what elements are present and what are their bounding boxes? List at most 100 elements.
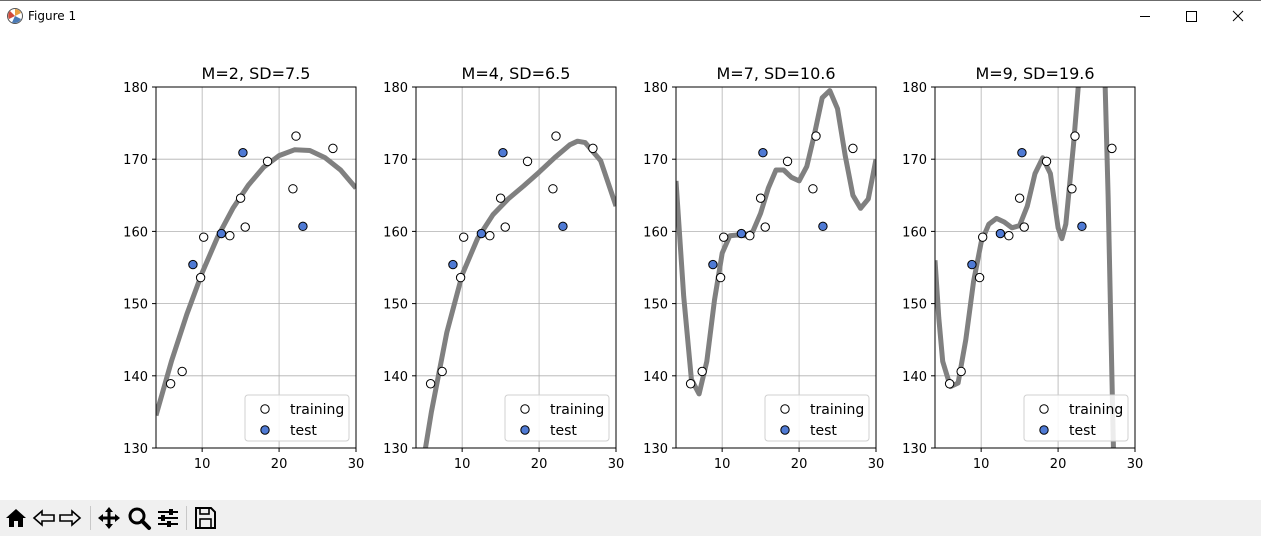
training-point <box>718 232 729 242</box>
test-point <box>238 148 248 158</box>
training-point <box>455 272 466 283</box>
training-point <box>165 379 176 389</box>
y-tick-label: 170 <box>902 153 927 168</box>
pan-icon[interactable] <box>95 504 123 532</box>
legend-box <box>504 394 610 442</box>
title-bar: Figure 1 <box>0 0 1261 31</box>
x-tick-label: 20 <box>531 457 548 472</box>
legend-marker-test <box>520 425 530 435</box>
training-point <box>437 366 447 377</box>
legend-box <box>1023 394 1129 442</box>
test-point <box>476 228 487 239</box>
minimize-button[interactable] <box>1122 1 1168 31</box>
x-tick-label: 10 <box>454 457 471 472</box>
y-tick-label: 130 <box>123 442 148 457</box>
y-tick-label: 160 <box>902 225 927 240</box>
y-tick-label: 180 <box>383 81 408 96</box>
back-arrow-icon[interactable] <box>30 504 58 532</box>
training-point <box>715 272 726 283</box>
save-icon[interactable] <box>191 504 219 532</box>
training-point <box>485 231 495 241</box>
training-point <box>1019 222 1029 232</box>
training-point <box>1067 184 1077 194</box>
training-point <box>328 143 338 154</box>
navigation-toolbar <box>0 500 1261 536</box>
subplot-2: 130 140 150 160 170 180 10 20 30 M=4, SD=6.5 train… <box>383 64 624 472</box>
training-point <box>755 193 766 203</box>
legend-label-training: training <box>550 402 604 418</box>
x-tick-label: 10 <box>194 457 211 472</box>
training-point <box>974 272 985 283</box>
test-point <box>298 221 308 232</box>
training-point <box>548 184 558 194</box>
legend-marker-training <box>260 404 270 414</box>
training-point <box>262 156 273 167</box>
test-point <box>188 259 198 270</box>
legend-marker-training <box>1039 404 1049 414</box>
training-point <box>808 184 818 194</box>
training-point <box>1041 156 1052 167</box>
x-tick-label: 20 <box>271 457 288 472</box>
y-tick-label: 150 <box>902 298 927 313</box>
x-tick-label: 30 <box>868 457 885 472</box>
legend-label-test: test <box>1069 423 1096 439</box>
training-point <box>495 193 506 203</box>
training-point <box>1014 193 1025 203</box>
fit-curve <box>156 147 356 417</box>
x-tick-label: 10 <box>714 457 731 472</box>
training-point <box>240 222 250 232</box>
test-point <box>448 259 458 270</box>
training-point <box>288 184 298 194</box>
training-point <box>697 366 707 377</box>
test-point <box>1077 221 1087 232</box>
window-title: Figure 1 <box>28 9 77 23</box>
zoom-icon[interactable] <box>125 504 153 532</box>
test-point <box>758 148 768 158</box>
legend-marker-test <box>260 425 270 435</box>
test-point <box>498 148 508 158</box>
training-point <box>198 232 209 242</box>
y-tick-label: 150 <box>383 298 408 313</box>
training-point <box>195 272 206 283</box>
y-tick-label: 160 <box>123 225 148 240</box>
training-point <box>811 131 821 141</box>
legend-marker-training <box>520 404 530 414</box>
y-tick-label: 130 <box>383 442 408 457</box>
legend-label-training: training <box>1069 402 1123 418</box>
training-point <box>235 193 246 203</box>
test-point <box>995 228 1006 239</box>
home-icon[interactable] <box>2 504 30 532</box>
toolbar-separator <box>90 506 91 530</box>
test-point <box>818 221 828 232</box>
legend-label-test: test <box>290 423 317 439</box>
subplot-1: 130 140 150 160 170 180 10 20 30 M=2, SD=7.5 train… <box>123 64 364 472</box>
x-tick-label: 30 <box>1127 457 1144 472</box>
training-point <box>551 131 561 141</box>
x-tick-label: 30 <box>348 457 365 472</box>
fit-curve <box>422 138 616 448</box>
figure-canvas: 130 140 150 160 170 180 10 20 30 M=2, SD=7.5 train… <box>123 64 1144 472</box>
configure-subplots-icon[interactable] <box>154 504 182 532</box>
training-point <box>848 143 858 154</box>
test-point <box>1017 148 1027 158</box>
maximize-button[interactable] <box>1168 1 1214 31</box>
y-tick-label: 140 <box>902 370 927 385</box>
test-point <box>736 228 747 239</box>
matplotlib-icon <box>7 8 23 24</box>
y-tick-label: 140 <box>643 370 668 385</box>
y-tick-label: 170 <box>643 153 668 168</box>
training-point <box>458 232 469 242</box>
minimize-icon <box>1140 16 1150 17</box>
y-tick-label: 180 <box>123 81 148 96</box>
axes-frame <box>415 86 617 449</box>
forward-arrow-icon[interactable] <box>56 504 84 532</box>
subplot-title: M=7, SD=10.6 <box>716 64 835 83</box>
y-tick-label: 180 <box>902 81 927 96</box>
legend-label-test: test <box>550 423 577 439</box>
subplot-title: M=9, SD=19.6 <box>975 64 1094 83</box>
training-point <box>760 222 770 232</box>
legend-marker-test <box>780 425 790 435</box>
maximize-icon <box>1186 11 1197 22</box>
close-button[interactable] <box>1214 1 1260 31</box>
test-point <box>216 228 227 239</box>
